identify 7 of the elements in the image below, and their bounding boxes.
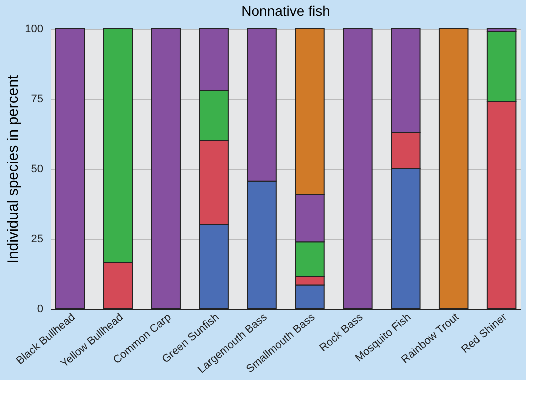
y-tick-label: 25 (31, 234, 44, 246)
y-tick-label: 75 (31, 94, 44, 106)
y-tick-label: 50 (31, 164, 44, 176)
y-tick-label: 0 (37, 304, 44, 316)
chart-title: Nonnative fish (242, 3, 330, 19)
y-axis-title: Individual species in percent (5, 74, 22, 264)
y-tick-label: 100 (25, 24, 44, 36)
